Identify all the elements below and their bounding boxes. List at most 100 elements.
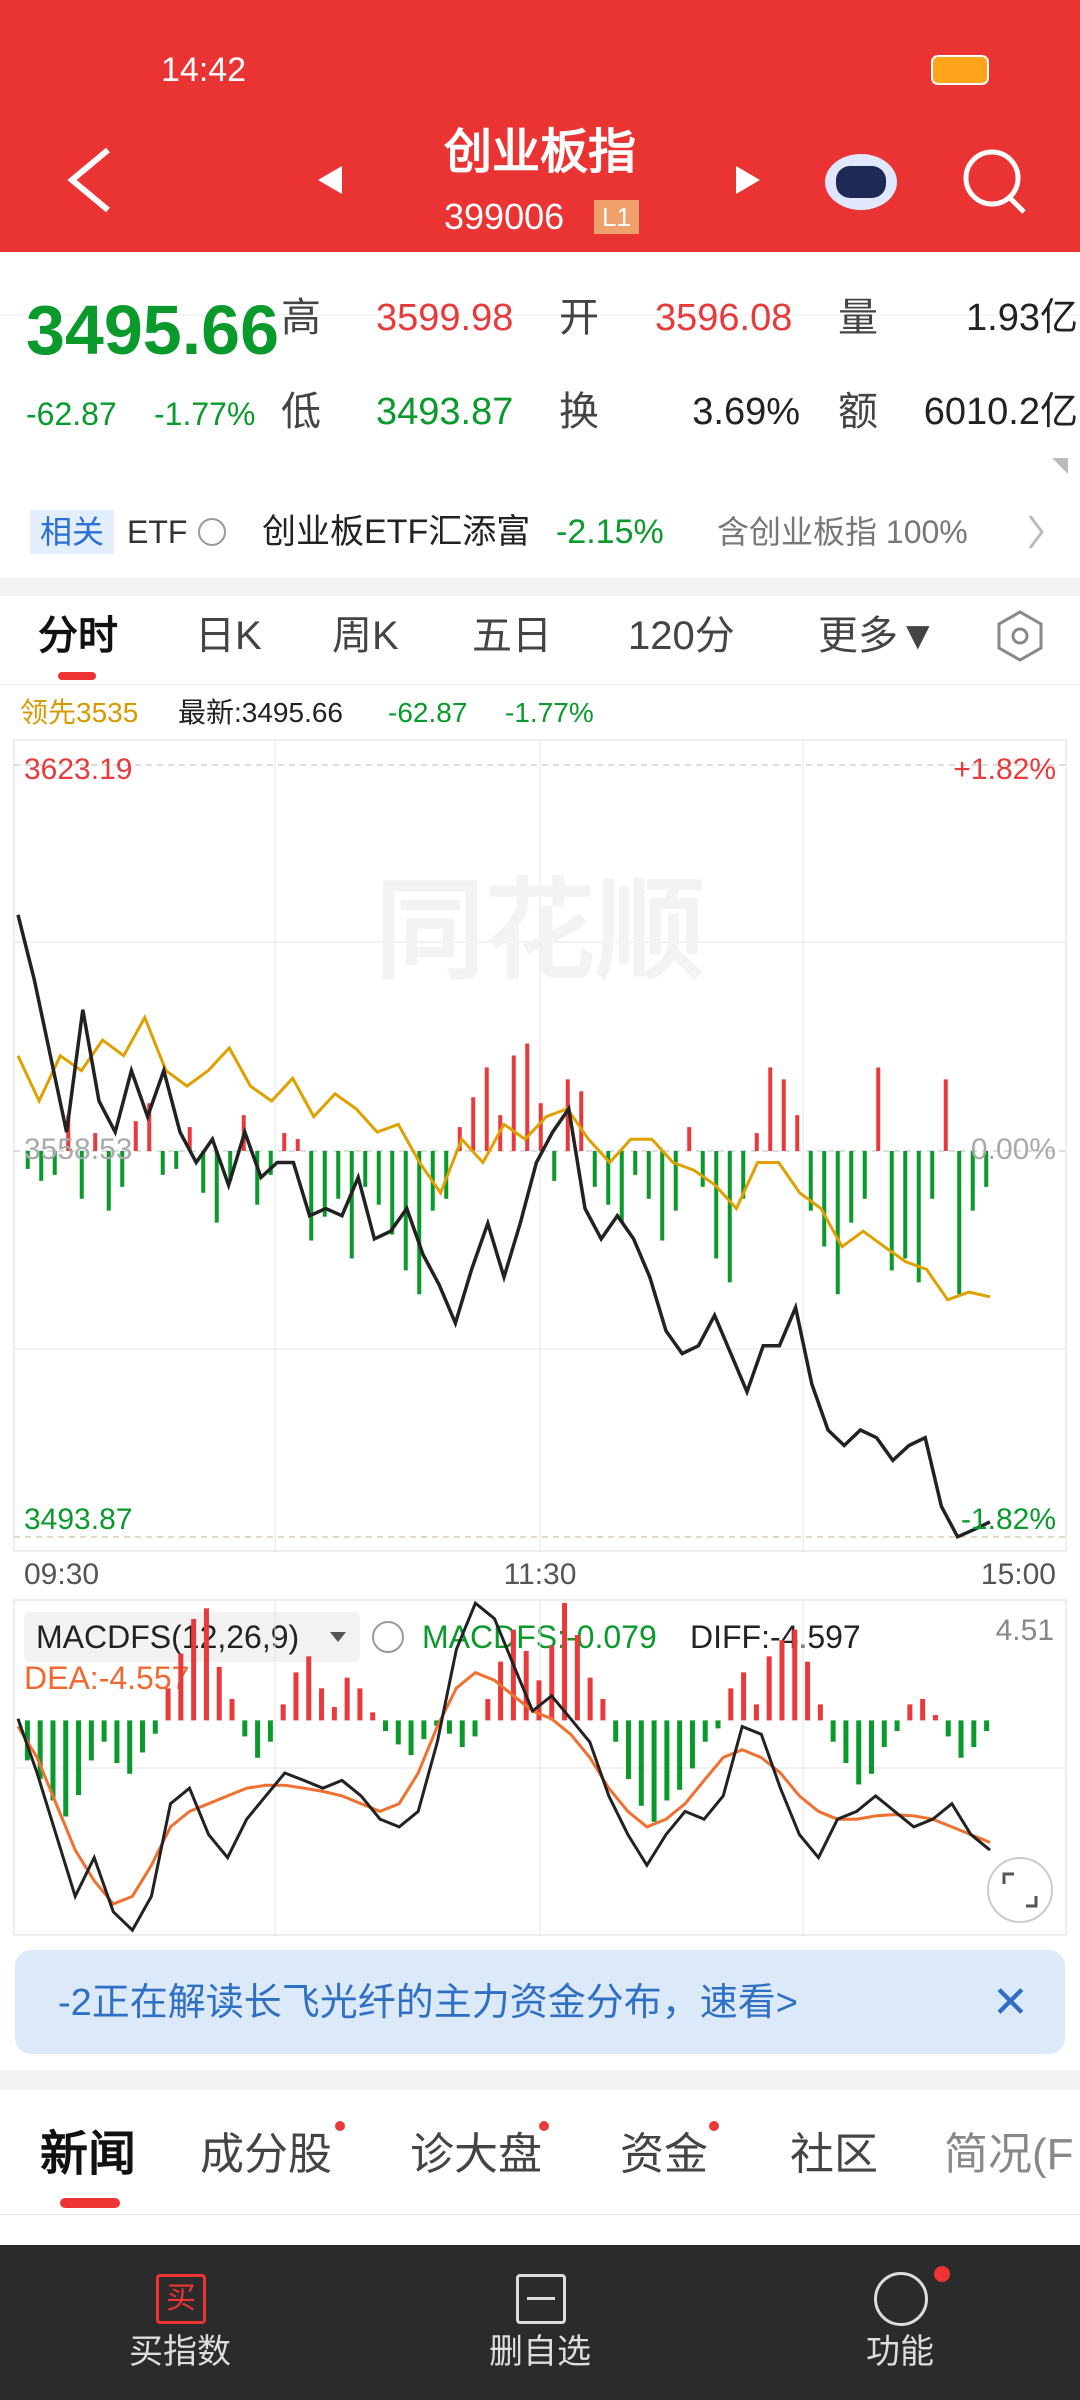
red-dot xyxy=(709,2121,719,2131)
function-icon[interactable] xyxy=(874,2272,928,2326)
buy-icon[interactable]: 买 xyxy=(156,2274,206,2324)
chart-tab[interactable]: 五日 xyxy=(472,614,552,658)
chart-tab[interactable]: 120分 xyxy=(628,614,735,658)
macd-bar xyxy=(408,1720,414,1756)
strength-bar xyxy=(903,1151,908,1259)
news-tab[interactable]: 资金 xyxy=(620,2130,708,2179)
gap xyxy=(0,2070,1080,2090)
strength-bar xyxy=(295,1139,300,1151)
strength-bar xyxy=(579,1091,584,1151)
macd-bar xyxy=(293,1672,299,1721)
strength-bar xyxy=(52,1151,57,1175)
strength-bar xyxy=(79,1151,84,1199)
macd-bar xyxy=(536,1680,542,1721)
nav-label[interactable]: 删自选 xyxy=(489,2333,591,2371)
lead-line xyxy=(16,1013,991,1302)
macd-bar xyxy=(331,1707,337,1721)
macd-bar xyxy=(549,1645,555,1721)
header-bg xyxy=(0,0,1080,252)
news-tab[interactable]: 诊大盘 xyxy=(410,2130,542,2179)
macd-bar xyxy=(920,1699,926,1721)
help-icon[interactable] xyxy=(372,1621,404,1653)
macd-bar xyxy=(24,1720,30,1761)
news-tab[interactable]: 简况(F xyxy=(944,2130,1074,2179)
macd-bar xyxy=(638,1720,644,1806)
strength-bar xyxy=(660,1151,665,1241)
macd-bar xyxy=(216,1667,222,1721)
macd-bar xyxy=(459,1720,465,1748)
macd-bar xyxy=(280,1704,286,1721)
banner[interactable] xyxy=(15,1950,1065,2054)
chart-tab[interactable]: 更多▼ xyxy=(818,614,938,658)
expand-corner[interactable] xyxy=(1052,458,1068,474)
change: -62.87 xyxy=(26,396,117,432)
macd-bar xyxy=(817,1704,823,1721)
macd-bar xyxy=(434,1720,440,1726)
strength-bar xyxy=(228,1151,233,1181)
field-value: 1.93亿 xyxy=(966,297,1078,339)
time-label: 11:30 xyxy=(504,1558,577,1591)
help-icon[interactable] xyxy=(198,518,226,546)
macd-bar xyxy=(728,1688,734,1721)
etf-chevron[interactable] xyxy=(1028,515,1044,549)
status-time: 14:42 xyxy=(161,51,247,89)
strength-bar xyxy=(133,1121,138,1151)
strength-bar xyxy=(673,1151,678,1211)
chart-tab[interactable]: 分时 xyxy=(38,614,118,658)
macd-bar xyxy=(306,1656,312,1721)
macd-bar xyxy=(869,1720,874,1774)
chart-tab[interactable]: 周K xyxy=(332,614,399,658)
legend-pct: -1.77% xyxy=(505,697,594,728)
field-value: 3596.08 xyxy=(655,297,793,339)
strength-bar xyxy=(309,1151,314,1241)
strength-bar xyxy=(876,1067,881,1151)
etf-fund[interactable]: 创业板ETF汇添富 xyxy=(262,513,531,551)
fullscreen-button[interactable] xyxy=(987,1857,1053,1923)
strength-bar xyxy=(444,1151,449,1199)
divider xyxy=(0,314,1080,316)
etf-label: ETF xyxy=(127,514,188,550)
legend-latest: 最新:3495.66 xyxy=(178,697,343,728)
chart-tab[interactable]: 日K xyxy=(195,614,262,658)
price-line xyxy=(16,914,991,1540)
strength-bar xyxy=(39,1151,44,1181)
strength-bar xyxy=(916,1151,921,1283)
strength-bar xyxy=(241,1115,246,1151)
strength-bar xyxy=(808,1151,813,1211)
strength-bar xyxy=(727,1151,732,1283)
strength-bar xyxy=(174,1151,179,1169)
time-label: 15:00 xyxy=(981,1558,1056,1591)
field-value: 3.69% xyxy=(692,391,800,433)
nav-label[interactable]: 买指数 xyxy=(129,2333,231,2371)
price-label: 3558.53 xyxy=(24,1133,132,1166)
macd-bar xyxy=(485,1699,491,1721)
macd-bar xyxy=(613,1720,619,1742)
news-tab[interactable]: 成分股 xyxy=(200,2130,332,2179)
strength-bar xyxy=(147,1103,152,1151)
strength-bar xyxy=(187,1127,192,1151)
macd-bar xyxy=(894,1720,900,1732)
strength-bar xyxy=(268,1151,273,1175)
macd-bar xyxy=(741,1672,747,1721)
strength-bar xyxy=(619,1151,624,1223)
nav-label[interactable]: 功能 xyxy=(866,2333,934,2371)
macd-bar xyxy=(114,1720,120,1764)
strength-bar xyxy=(322,1151,327,1217)
macd-bar xyxy=(395,1720,401,1745)
header-title: 创业板指 xyxy=(443,126,636,179)
strength-bar xyxy=(390,1151,395,1235)
banner-close[interactable]: ✕ xyxy=(992,1978,1029,2027)
news-tab[interactable]: 社区 xyxy=(790,2130,878,2179)
settings-icon[interactable] xyxy=(997,610,1043,662)
dea-line xyxy=(16,1670,991,1906)
macd-bar xyxy=(37,1720,43,1780)
news-tab[interactable]: 新闻 xyxy=(40,2128,137,2181)
strength-bar xyxy=(552,1151,557,1181)
macd-bar xyxy=(242,1720,248,1737)
divider xyxy=(0,2214,1080,2215)
macd-bar xyxy=(587,1677,593,1721)
strength-bar xyxy=(93,1133,98,1151)
unwatch-icon[interactable] xyxy=(516,2274,566,2324)
macd-top-label: 4.51 xyxy=(996,1614,1054,1647)
